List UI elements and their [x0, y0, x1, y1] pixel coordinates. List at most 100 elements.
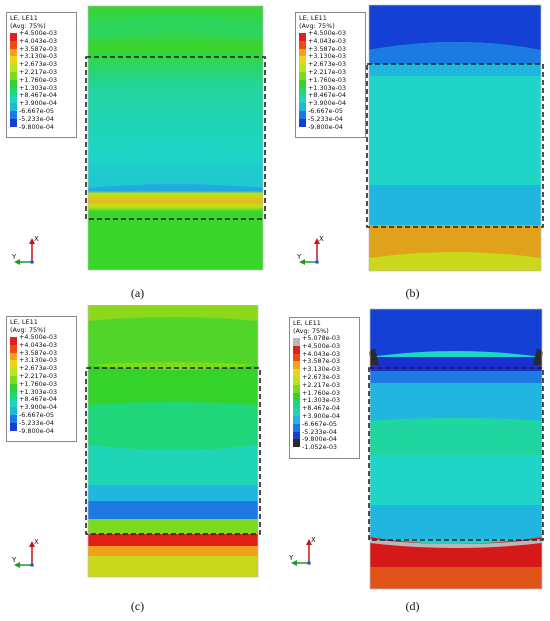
legend-swatch: [299, 110, 306, 119]
contour-band-d4: [370, 383, 542, 421]
legend-swatch: [10, 64, 17, 72]
legend-row: -6.667e-05: [10, 410, 74, 423]
specimen-border-b: [368, 4, 542, 272]
contour-band-b2: [369, 42, 541, 64]
legend-row: +1.303e-03: [10, 387, 74, 400]
contour-band-b6: [369, 252, 541, 271]
legend-value: +3.900e-04: [308, 99, 347, 108]
panel-d: LE, LE11 (Avg: 75%) +5.078e-03 +4.500e-03…: [275, 305, 550, 615]
legend-value: +2.217e-03: [19, 67, 58, 76]
legend-swatch: [10, 431, 17, 439]
legend-row: +8.467e-04: [10, 92, 74, 104]
contour-band-c9: [88, 546, 258, 556]
legend-swatch: [293, 415, 300, 424]
legend-row: +2.217e-03: [10, 373, 74, 384]
legend-value: -6.667e-05: [302, 419, 337, 428]
legend-swatch: [293, 376, 300, 385]
legend-value: +4.500e-03: [302, 341, 341, 350]
legend-swatch: [10, 40, 17, 49]
legend-value: +8.467e-04: [308, 91, 347, 100]
axis-y-label: Y: [12, 253, 17, 261]
legend-row: -5.233e-04: [293, 429, 357, 440]
contour-band-a2: [88, 145, 263, 188]
legend-swatch: [10, 87, 17, 96]
legend-value: +3.900e-04: [302, 411, 341, 420]
legend-swatch: [293, 400, 300, 409]
legend-row: -6.667e-05: [10, 108, 74, 119]
legend-row: +1.760e-03: [299, 77, 363, 88]
legend-row: +4.500e-03: [10, 334, 74, 345]
dashed-region-a: [85, 56, 266, 220]
legend-value: +4.043e-03: [308, 36, 347, 45]
legend-row: +4.500e-03: [293, 341, 357, 354]
axis-x-label: X: [34, 235, 39, 243]
legend-row: +1.760e-03: [10, 381, 74, 392]
legend-value: +4.043e-03: [19, 340, 58, 349]
legend-value: -9.800e-04: [19, 426, 54, 435]
legend-row: +2.673e-03: [10, 60, 74, 72]
specimen-border-c: [87, 305, 259, 578]
legend-title: LE, LE11: [10, 14, 38, 22]
legend-swatch: [10, 344, 17, 353]
legend-row: +4.500e-03: [299, 30, 363, 41]
legend-swatch: [293, 338, 300, 346]
legend-row: +2.673e-03: [293, 374, 357, 385]
legend-row: -5.233e-04: [10, 114, 74, 127]
legend-value: +2.673e-03: [19, 364, 58, 373]
legend-value: +8.467e-04: [19, 395, 58, 404]
legend-swatch: [293, 353, 300, 362]
legend-value: -9.800e-04: [302, 435, 337, 444]
contour-band-d6: [370, 505, 542, 539]
contour-band-d9: [370, 539, 542, 548]
legend-b: LE, LE11 (Avg: 75%) +4.500e-03 +4.043e-03…: [295, 12, 366, 139]
strain-contour-d: [368, 308, 544, 590]
legend-row: +3.587e-03: [10, 350, 74, 361]
legend-swatch: [293, 447, 300, 455]
legend-value: -9.800e-04: [19, 122, 54, 131]
legend-swatch: [293, 423, 300, 432]
legend-subtitle: (Avg: 75%): [10, 325, 46, 334]
legend-row: +3.130e-03: [299, 53, 363, 65]
legend-value: -6.667e-05: [19, 410, 54, 419]
legend-swatch: [299, 64, 306, 72]
caption-c: (c): [130, 599, 145, 613]
legend-swatch: [10, 95, 17, 104]
dashed-region-d: [368, 367, 544, 541]
legend-swatch: [293, 431, 300, 440]
legend-swatch: [10, 352, 17, 361]
legend-value: +1.303e-03: [19, 387, 58, 396]
legend-c: LE, LE11 (Avg: 75%) +4.500e-03 +4.043e-03…: [6, 316, 77, 443]
legend-row: +8.467e-04: [10, 395, 74, 408]
legend-d: LE, LE11 (Avg: 75%) +5.078e-03 +4.500e-03…: [289, 317, 360, 459]
legend-swatch: [299, 118, 306, 127]
legend-value: +4.043e-03: [19, 36, 58, 45]
legend-swatch: [10, 383, 17, 392]
legend-row: +3.587e-03: [299, 46, 363, 57]
legend-value: -5.233e-04: [19, 418, 54, 427]
legend-row: +2.217e-03: [293, 380, 357, 393]
legend-value: +3.130e-03: [19, 356, 58, 365]
legend-swatch: [10, 33, 17, 41]
legend-swatch: [299, 127, 306, 135]
panel-a: LE, LE11 (Avg: 75%) +4.500e-03 +4.043e-03…: [0, 0, 275, 310]
legend-swatch: [299, 95, 306, 104]
legend-row: +3.130e-03: [10, 53, 74, 65]
legend-row: +1.760e-03: [10, 77, 74, 88]
legend-title: LE, LE11: [293, 319, 321, 327]
legend-value: +1.303e-03: [308, 83, 347, 92]
legend-value: +8.467e-04: [302, 404, 341, 413]
legend-value: +2.217e-03: [302, 380, 341, 389]
legend-swatch: [10, 337, 17, 345]
legend-swatch: [10, 118, 17, 127]
legend-row: +2.217e-03: [10, 67, 74, 80]
contour-band-c6: [88, 485, 258, 501]
legend-value: +1.760e-03: [302, 388, 341, 397]
contour-band-c1: [88, 305, 258, 321]
axis-y-label: Y: [12, 556, 17, 564]
legend-value: -5.233e-04: [19, 114, 54, 123]
legend-value: +2.673e-03: [19, 60, 58, 69]
legend-row: +4.043e-03: [10, 36, 74, 49]
legend-value: +1.303e-03: [19, 83, 58, 92]
legend-row: +4.043e-03: [293, 351, 357, 362]
caption-d: (d): [405, 599, 420, 613]
